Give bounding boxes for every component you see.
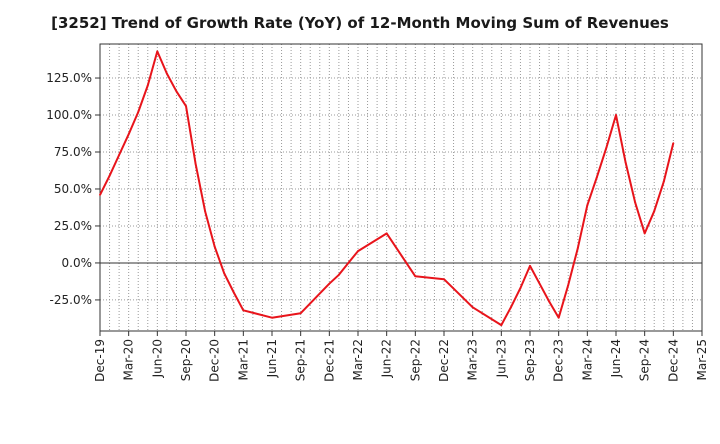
data-point	[99, 193, 101, 196]
x-tick-label: Jun-21	[265, 339, 279, 378]
x-tick-label: Jun-22	[380, 339, 394, 378]
data-point	[643, 232, 646, 235]
data-point	[500, 324, 503, 326]
data-point	[586, 204, 589, 207]
x-tick-label: Sep-20	[179, 339, 193, 381]
data-point	[165, 72, 168, 75]
x-tick-label: Dec-24	[666, 339, 680, 382]
chart-title: [3252] Trend of Growth Rate (YoY) of 12-…	[51, 14, 669, 32]
data-point	[443, 278, 445, 281]
data-point	[271, 316, 273, 319]
x-tick-label: Dec-23	[552, 339, 566, 382]
x-tick-label: Dec-19	[93, 339, 107, 382]
data-point	[605, 146, 608, 149]
data-point	[538, 282, 541, 285]
x-tick-label: Dec-22	[437, 339, 451, 382]
x-tick-label: Dec-21	[322, 339, 336, 382]
data-point	[653, 210, 656, 213]
data-point	[118, 154, 121, 156]
data-point	[529, 265, 531, 267]
data-point	[519, 287, 522, 289]
data-point	[471, 306, 474, 309]
data-point	[108, 174, 111, 177]
x-tick-label: Jun-20	[150, 339, 164, 378]
data-point	[385, 232, 388, 235]
plot-frame	[99, 43, 703, 332]
data-point	[137, 111, 140, 113]
x-tick-label: Mar-23	[466, 339, 480, 380]
data-point	[185, 105, 187, 108]
data-point	[624, 161, 627, 164]
data-point	[337, 273, 340, 276]
data-point	[127, 133, 130, 136]
data-point	[662, 180, 665, 183]
x-tick-label: Jun-24	[609, 339, 623, 378]
data-point	[548, 300, 551, 303]
data-point	[146, 84, 149, 87]
data-point	[347, 262, 350, 264]
data-point	[204, 210, 207, 213]
data-point	[567, 284, 570, 287]
y-tick-label: 75.0%	[54, 145, 92, 159]
y-tick-label: 100.0%	[46, 108, 92, 122]
x-tick-label: Mar-21	[236, 339, 250, 380]
data-point	[414, 275, 417, 278]
data-point	[509, 306, 512, 309]
x-tick-label: Jun-23	[494, 339, 508, 378]
data-point	[615, 114, 617, 116]
data-point	[194, 162, 197, 165]
x-tick-label: Dec-20	[208, 339, 222, 382]
data-point	[213, 245, 216, 248]
y-tick-label: 25.0%	[54, 219, 92, 233]
y-tick-label: 50.0%	[54, 182, 92, 196]
x-tick-label: Sep-24	[638, 339, 652, 381]
data-point	[223, 272, 226, 275]
data-point	[557, 316, 560, 319]
data-point	[595, 176, 598, 179]
y-tick-label: 0.0%	[62, 256, 93, 270]
x-tick-label: Mar-20	[122, 339, 136, 380]
data-point	[232, 291, 235, 294]
data-point	[672, 142, 675, 145]
data-point	[156, 50, 159, 53]
data-point	[357, 250, 359, 253]
data-point	[242, 309, 245, 312]
x-tick-label: Sep-21	[294, 339, 308, 381]
data-point	[576, 247, 579, 250]
data-point	[299, 312, 302, 315]
data-point	[634, 201, 637, 204]
x-tick-label: Mar-25	[695, 339, 709, 380]
data-point	[328, 282, 331, 285]
data-point	[175, 90, 178, 93]
y-tick-label: 125.0%	[46, 71, 92, 85]
x-tick-label: Mar-24	[580, 339, 594, 380]
x-tick-label: Mar-22	[351, 339, 365, 380]
x-tick-label: Sep-22	[408, 339, 422, 381]
x-tick-label: Sep-23	[523, 339, 537, 381]
y-tick-label: -25.0%	[50, 293, 92, 307]
